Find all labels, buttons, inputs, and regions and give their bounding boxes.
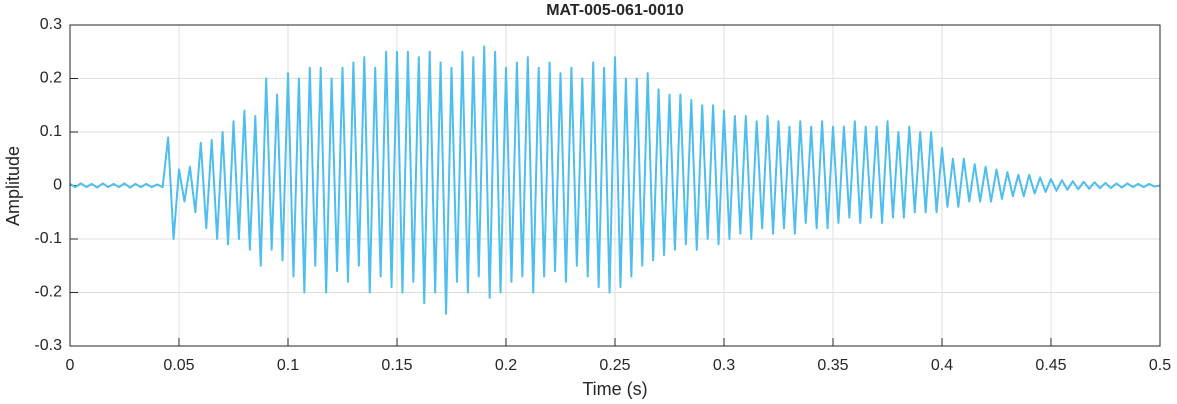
x-tick-label: 0.35 — [817, 357, 848, 374]
y-tick-label: -0.1 — [34, 230, 62, 247]
chart-title: MAT-005-061-0010 — [546, 2, 684, 19]
y-tick-label: 0.3 — [40, 16, 62, 33]
y-tick-label: 0.2 — [40, 70, 62, 87]
y-axis-label: Amplitude — [3, 146, 23, 226]
waveform-line — [69, 45, 1161, 315]
x-tick-label: 0.5 — [1149, 357, 1171, 374]
x-tick-label: 0.45 — [1035, 357, 1066, 374]
x-tick-label: 0.05 — [163, 357, 194, 374]
y-tick-label: 0 — [53, 177, 62, 194]
x-tick-label: 0.1 — [277, 357, 299, 374]
y-tick-label: 0.1 — [40, 123, 62, 140]
x-tick-label: 0.15 — [381, 357, 412, 374]
x-tick-label: 0.2 — [495, 357, 517, 374]
x-tick-label: 0.3 — [713, 357, 735, 374]
x-tick-label: 0.4 — [931, 357, 953, 374]
y-tick-label: -0.2 — [34, 284, 62, 301]
x-tick-label: 0.25 — [599, 357, 630, 374]
y-tick-label: -0.3 — [34, 337, 62, 354]
x-axis-label: Time (s) — [582, 379, 647, 399]
plot-frame — [69, 24, 1161, 347]
x-tick-label: 0 — [66, 357, 75, 374]
